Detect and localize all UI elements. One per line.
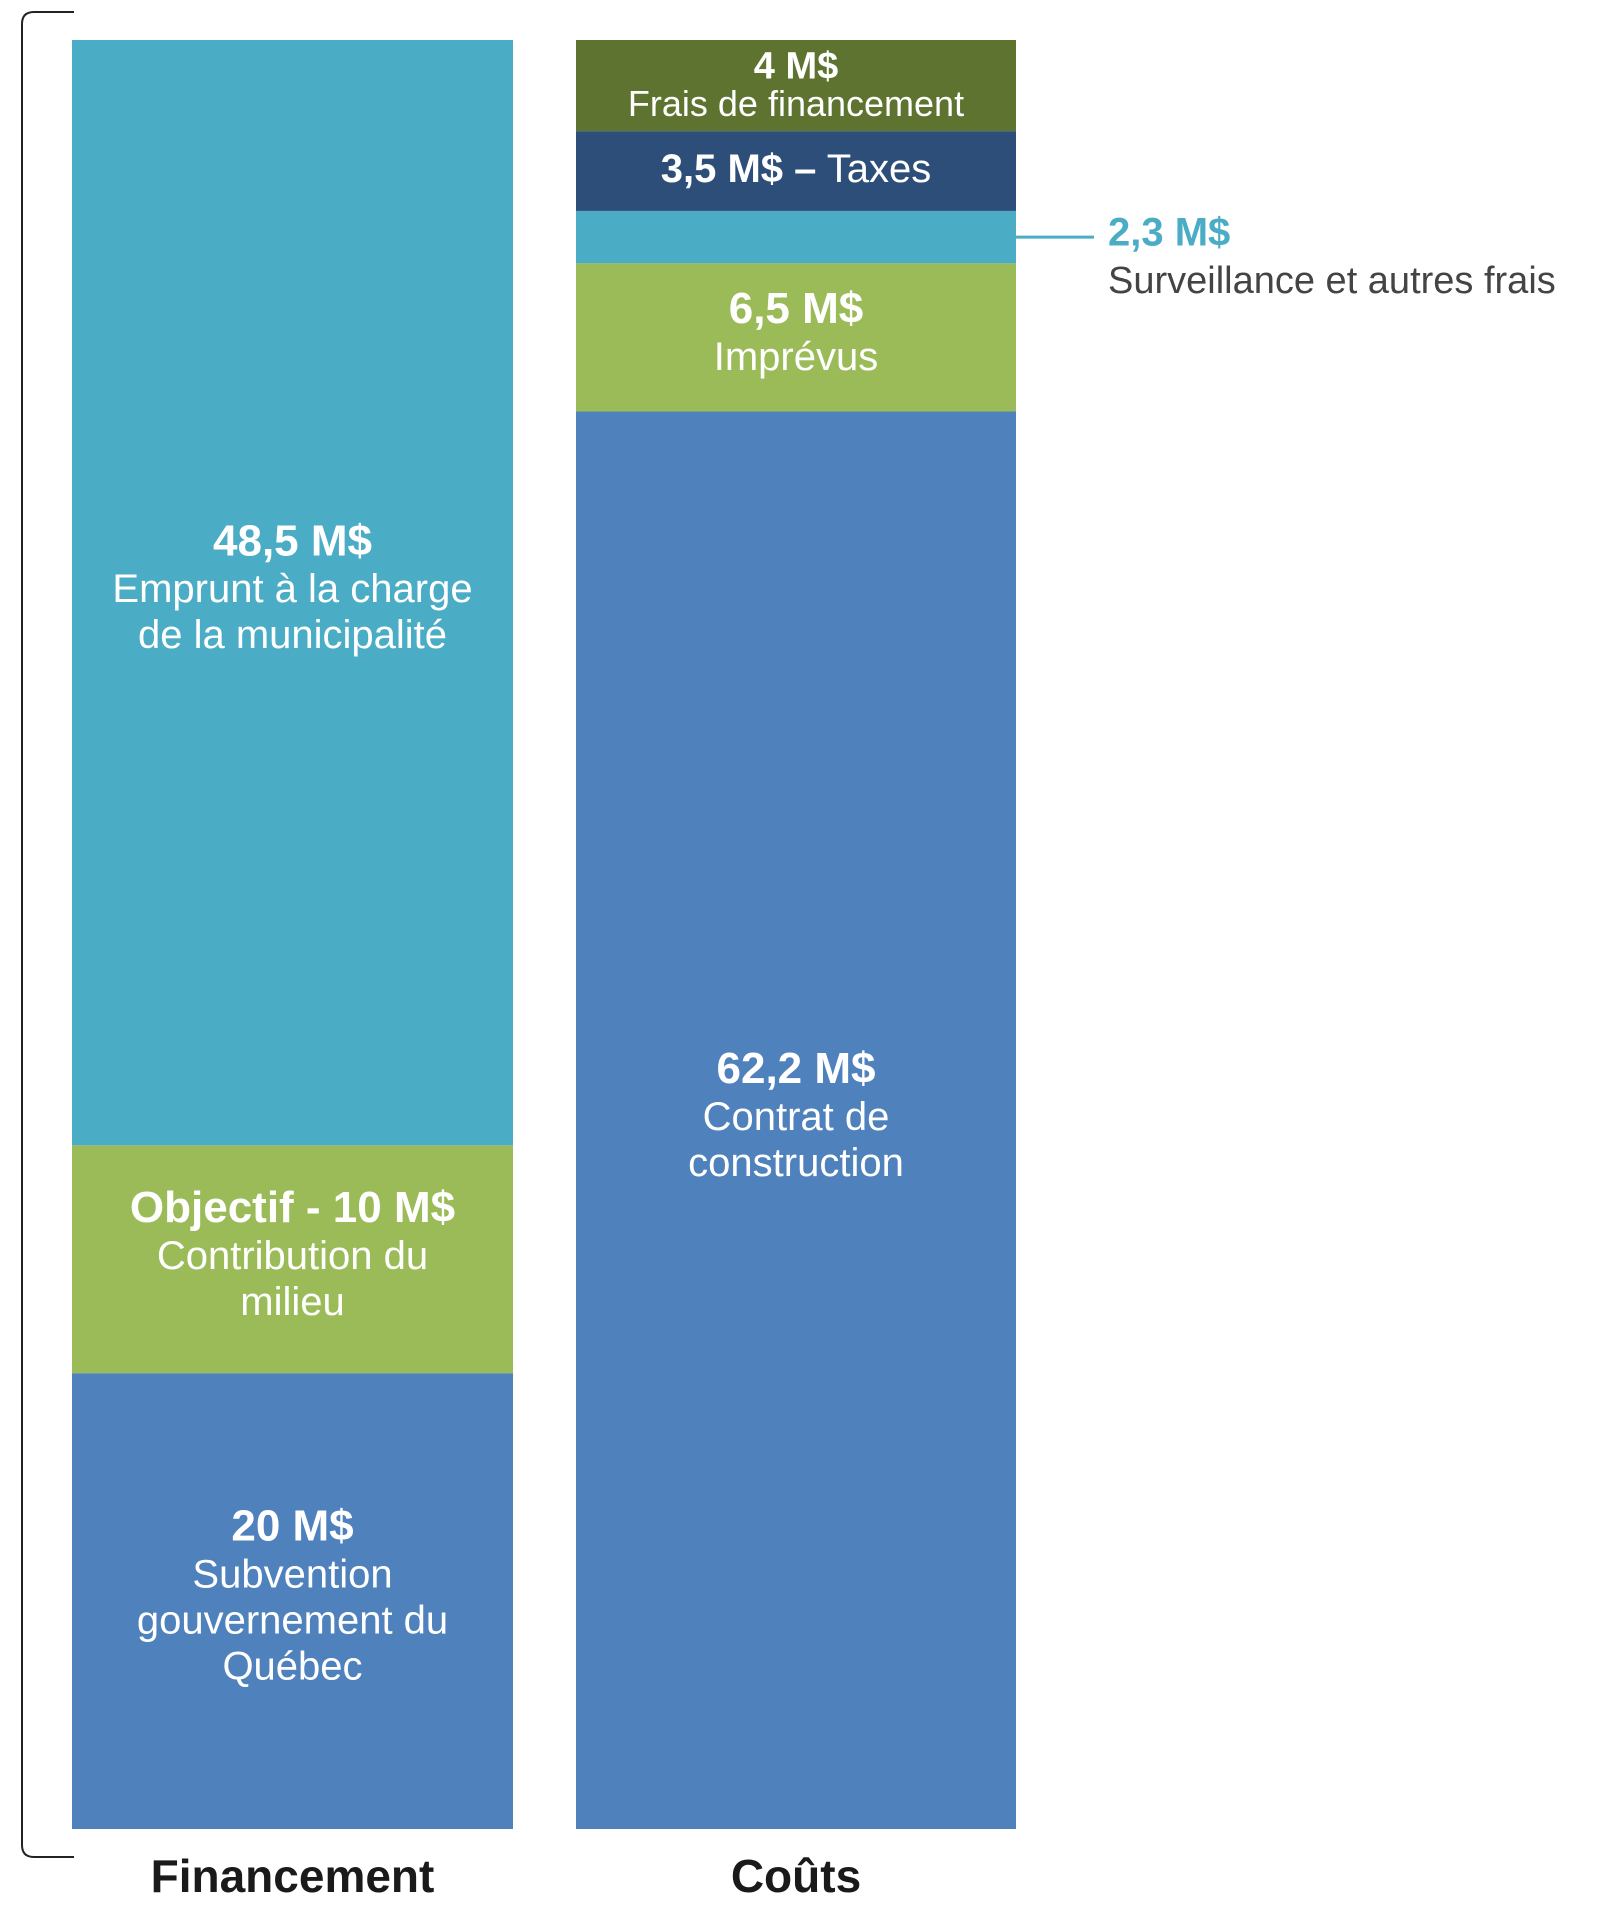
value-label: 2,3 M$ bbox=[1108, 211, 1230, 255]
value-label: 48,5 M$ bbox=[213, 516, 372, 565]
value-label: 20 M$ bbox=[231, 1502, 353, 1551]
bracket bbox=[21, 11, 74, 1858]
value-label: Objectif - 10 M$ bbox=[130, 1183, 455, 1232]
value-label: 4 M$ bbox=[754, 46, 838, 88]
segment-label: gouvernement du bbox=[137, 1599, 448, 1643]
segment-label: Imprévus bbox=[714, 335, 879, 379]
bar-segment bbox=[576, 131, 1016, 211]
x-tick-label: Financement bbox=[151, 1850, 435, 1902]
segment-label: de la municipalité bbox=[138, 613, 447, 657]
segment-label: construction bbox=[688, 1141, 904, 1185]
value-label: 6,5 M$ bbox=[729, 284, 864, 333]
segment-label: Subvention bbox=[192, 1553, 392, 1597]
segment-label: milieu bbox=[240, 1280, 344, 1324]
value-label: 3,5 M$ – Taxes bbox=[661, 147, 932, 191]
segment-label: Emprunt à la charge bbox=[112, 567, 472, 611]
bar-segment bbox=[72, 1373, 513, 1829]
segment-label: Québec bbox=[222, 1645, 362, 1689]
segment-label: Taxes bbox=[827, 147, 932, 191]
bar-segment bbox=[576, 411, 1016, 1829]
bar-segment bbox=[576, 40, 1016, 132]
x-tick-label: Coûts bbox=[731, 1850, 861, 1902]
segment-label: Contrat de bbox=[703, 1095, 890, 1139]
bar-segment bbox=[72, 1145, 513, 1374]
value-label: 62,2 M$ bbox=[717, 1044, 876, 1093]
segment-label: Frais de financement bbox=[628, 83, 964, 124]
value-label: 3,5 M$ – bbox=[661, 147, 817, 191]
segment-label: Surveillance et autres frais bbox=[1108, 260, 1556, 302]
bar-segment bbox=[72, 40, 513, 1146]
bar-segment bbox=[576, 210, 1016, 264]
bar-segment bbox=[576, 263, 1016, 412]
segment-label: Contribution du bbox=[157, 1234, 428, 1278]
